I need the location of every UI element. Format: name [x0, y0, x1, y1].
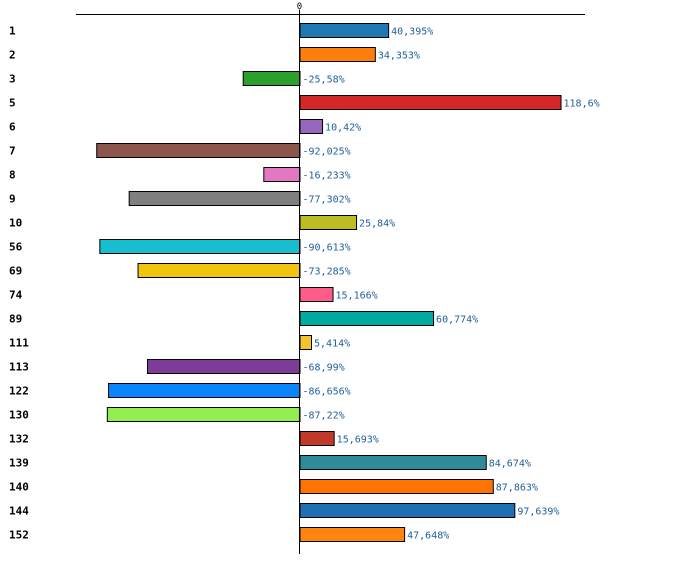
category-label: 3 [9, 73, 16, 86]
category-label: 74 [9, 289, 23, 302]
bar [147, 359, 301, 374]
value-label: -92,025% [303, 147, 351, 158]
category-label: 111 [9, 337, 29, 350]
bar [299, 23, 390, 38]
value-label: -77,302% [303, 195, 351, 206]
bar [299, 119, 324, 134]
value-label: 84,674% [489, 459, 531, 470]
value-label: 15,166% [336, 291, 378, 302]
value-label: 97,639% [517, 507, 559, 518]
category-label: 5 [9, 97, 16, 110]
value-label: -16,233% [303, 171, 351, 182]
value-label: -73,285% [303, 267, 351, 278]
category-label: 9 [9, 193, 16, 206]
bar [299, 287, 334, 302]
category-label: 1 [9, 25, 16, 38]
bar [299, 335, 313, 350]
category-label: 132 [9, 433, 29, 446]
category-label: 10 [9, 217, 22, 230]
bar [106, 407, 301, 422]
category-label: 69 [9, 265, 22, 278]
zero-tick-label: 0 [297, 2, 302, 12]
category-label: 139 [9, 457, 29, 470]
category-label: 144 [9, 505, 29, 518]
value-label: -25,58% [303, 75, 345, 86]
category-label: 56 [9, 241, 23, 254]
bar [299, 503, 516, 518]
category-label: 89 [9, 313, 22, 326]
bar [299, 47, 376, 62]
category-label: 152 [9, 529, 29, 542]
value-label: 47,648% [407, 531, 449, 542]
category-label: 122 [9, 385, 29, 398]
bar [299, 311, 435, 326]
bar [299, 431, 335, 446]
category-label: 6 [9, 121, 16, 134]
category-label: 7 [9, 145, 16, 158]
bar [263, 167, 301, 182]
value-label: 5,414% [314, 339, 350, 350]
category-label: 2 [9, 49, 16, 62]
value-label: 87,863% [496, 483, 538, 494]
value-label: -68,99% [303, 363, 345, 374]
value-label: 34,353% [378, 51, 420, 62]
bar [299, 455, 487, 470]
category-label: 130 [9, 409, 29, 422]
category-label: 140 [9, 481, 29, 494]
bar [299, 527, 406, 542]
value-label: 60,774% [436, 315, 478, 326]
bar [299, 215, 358, 230]
category-label: 113 [9, 361, 29, 374]
value-label: 40,395% [391, 27, 433, 38]
bar [242, 71, 301, 86]
bar [96, 143, 301, 158]
value-label: -86,656% [303, 387, 351, 398]
bar [108, 383, 301, 398]
bar [299, 479, 494, 494]
value-label: 10,42% [325, 123, 361, 134]
category-label: 8 [9, 169, 16, 182]
bar [99, 239, 301, 254]
value-label: 118,6% [564, 99, 600, 110]
value-label: 25,84% [359, 219, 395, 230]
bar [299, 95, 562, 110]
value-label: -87,22% [303, 411, 345, 422]
value-label: 15,693% [337, 435, 379, 446]
value-label: -90,613% [303, 243, 351, 254]
bar [128, 191, 301, 206]
bar [137, 263, 301, 278]
